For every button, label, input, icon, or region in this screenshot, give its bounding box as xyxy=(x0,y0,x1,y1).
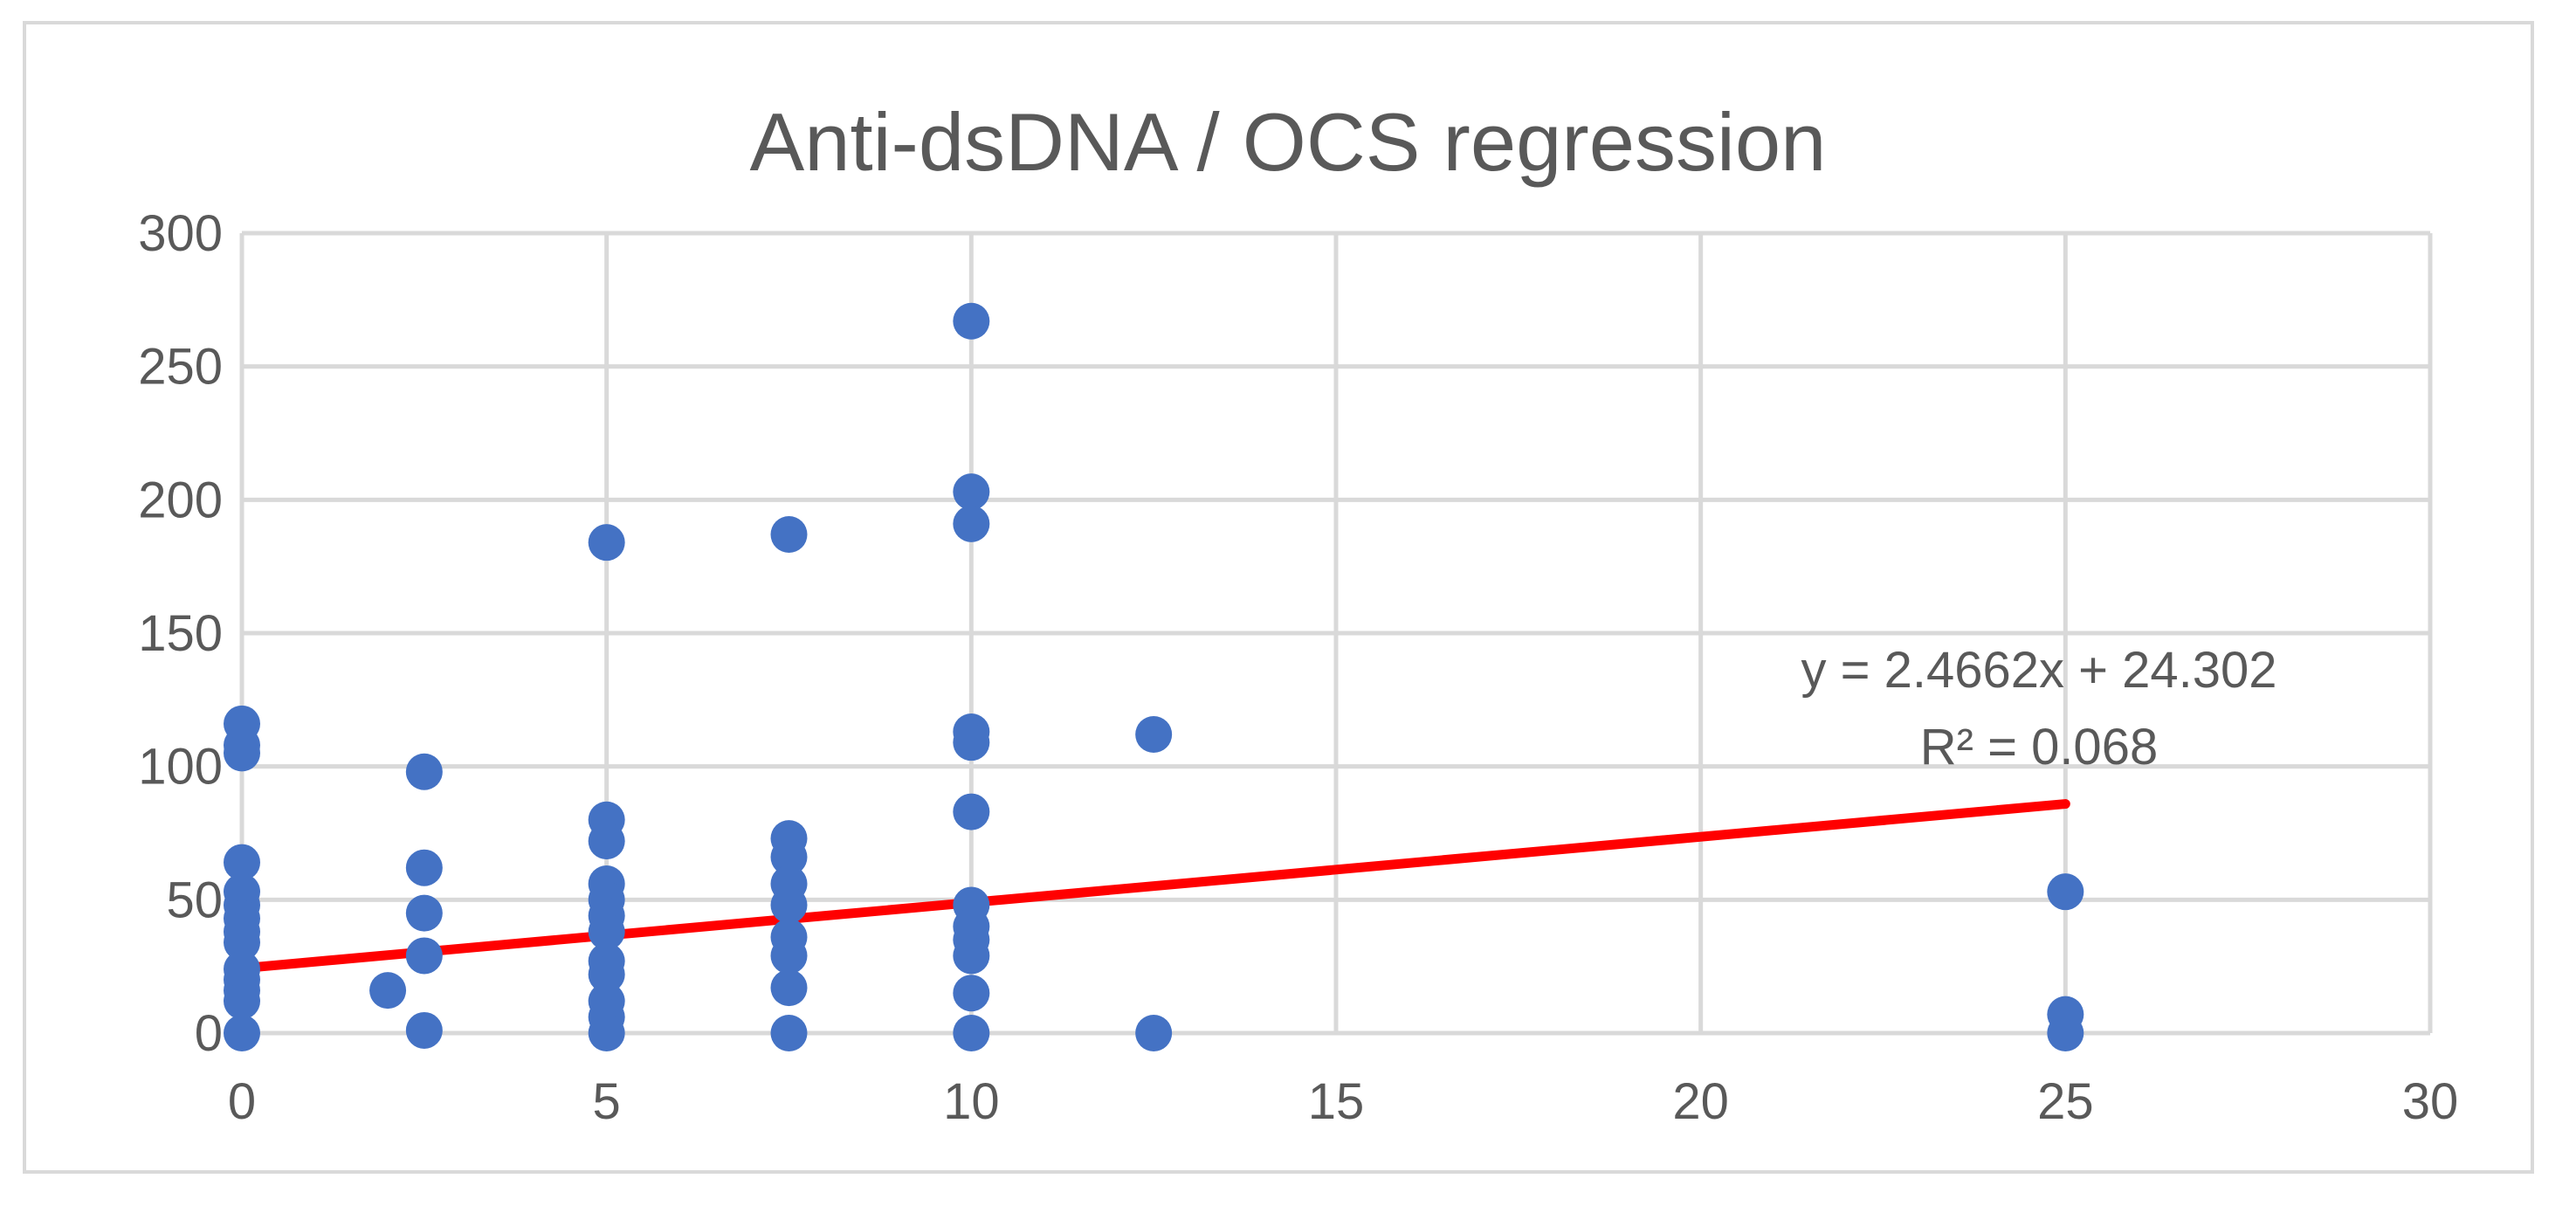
chart-title: Anti-dsDNA / OCS regression xyxy=(750,96,1827,188)
data-point xyxy=(588,823,625,860)
data-point xyxy=(369,972,407,1010)
x-tick-label: 0 xyxy=(228,1073,256,1130)
trendline-r-squared: R² = 0.068 xyxy=(1920,719,2158,775)
data-point xyxy=(953,302,990,340)
y-tick-label: 300 xyxy=(138,205,223,262)
x-tick-label: 10 xyxy=(943,1073,1000,1130)
data-point xyxy=(224,924,260,961)
data-point xyxy=(953,975,990,1012)
data-point xyxy=(770,1015,808,1051)
y-tick-label: 100 xyxy=(138,739,223,796)
data-point xyxy=(770,969,808,1007)
y-tick-label: 150 xyxy=(138,605,223,662)
data-point xyxy=(770,838,808,876)
x-tick-label: 5 xyxy=(593,1073,621,1130)
data-point xyxy=(224,734,260,772)
data-point xyxy=(2047,873,2084,911)
data-point xyxy=(953,724,990,762)
chart-frame xyxy=(23,21,2534,1174)
x-tick-label: 20 xyxy=(1672,1073,1729,1130)
data-points xyxy=(224,302,2084,1051)
data-point xyxy=(405,894,443,932)
trendline-equation: y = 2.4662x + 24.302 xyxy=(1801,642,2277,699)
data-point xyxy=(588,913,625,950)
data-point xyxy=(224,1015,260,1051)
data-point xyxy=(1135,716,1173,754)
x-tick-label: 25 xyxy=(2037,1073,2094,1130)
y-tick-label: 250 xyxy=(138,339,223,396)
data-point xyxy=(588,524,625,562)
data-point xyxy=(953,793,990,830)
data-point xyxy=(588,1015,625,1051)
grid xyxy=(239,231,2433,1036)
x-tick-label: 30 xyxy=(2402,1073,2459,1130)
data-point xyxy=(953,473,990,511)
data-point xyxy=(770,937,808,975)
data-point xyxy=(2047,1015,2084,1051)
data-point xyxy=(224,982,260,1020)
data-point xyxy=(405,849,443,886)
data-point xyxy=(1135,1015,1173,1051)
y-axis-ticks: 0 50 100 150 200 250 300 xyxy=(138,205,223,1062)
y-tick-label: 50 xyxy=(166,872,223,928)
data-point xyxy=(770,516,808,554)
x-tick-label: 15 xyxy=(1308,1073,1365,1130)
data-point xyxy=(405,1011,443,1049)
data-point xyxy=(224,844,260,881)
y-tick-label: 0 xyxy=(195,1005,223,1062)
data-point xyxy=(953,505,990,542)
trendline xyxy=(237,799,2070,974)
data-point xyxy=(405,937,443,975)
x-axis-ticks: 0 5 10 15 20 25 30 xyxy=(228,1073,2458,1130)
data-point xyxy=(953,1015,990,1051)
data-point xyxy=(588,955,625,993)
data-point xyxy=(770,886,808,924)
data-point xyxy=(405,753,443,790)
y-tick-label: 200 xyxy=(138,472,223,528)
data-point xyxy=(953,937,990,975)
